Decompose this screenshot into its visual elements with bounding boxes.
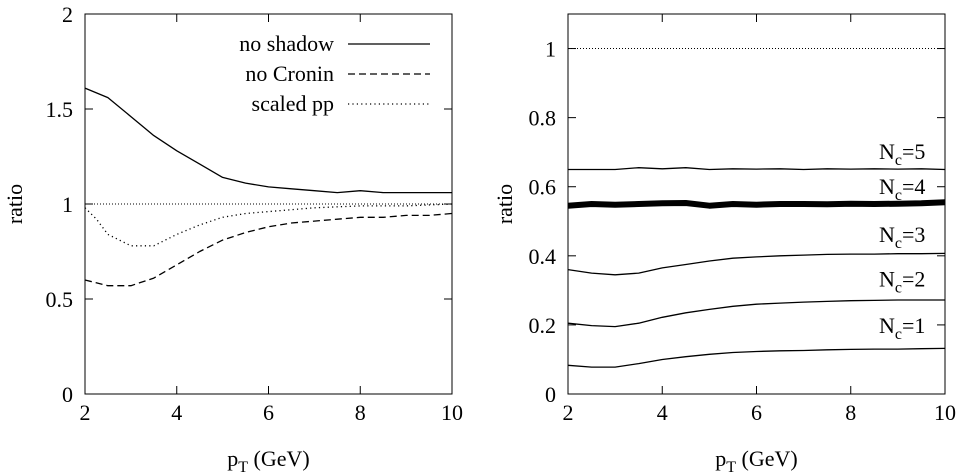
y-axis-label: ratio	[492, 184, 517, 224]
series-label: Nc=2	[879, 266, 925, 296]
y-tick-label: 1.5	[46, 97, 74, 122]
series-label: Nc=3	[879, 222, 925, 252]
series-label-rest: =5	[902, 139, 925, 164]
x-axis-label-main: p	[227, 446, 238, 471]
x-tick-label: 6	[751, 400, 762, 425]
x-tick-label: 2	[563, 400, 574, 425]
series-label-sub: c	[895, 235, 902, 252]
y-tick-label: 0.6	[529, 175, 557, 200]
series-label-sub: c	[895, 326, 902, 343]
y-axis-label: ratio	[2, 184, 27, 224]
y-tick-label: 0	[62, 382, 73, 407]
series-label-sub: c	[895, 279, 902, 296]
x-tick-label: 10	[934, 400, 956, 425]
series-label-rest: =1	[902, 313, 925, 338]
series-label-main: N	[879, 222, 895, 247]
legend-label: no shadow	[239, 31, 334, 56]
series-label-main: N	[879, 313, 895, 338]
y-tick-label: 1	[545, 37, 556, 62]
series-line	[568, 167, 946, 171]
series-label: Nc=5	[879, 139, 925, 169]
x-axis-label: pT (GeV)	[227, 446, 309, 476]
series-label-main: N	[879, 266, 895, 291]
x-tick-label: 6	[263, 400, 274, 425]
legend-label: no Cronin	[245, 61, 334, 86]
x-tick-label: 4	[657, 400, 668, 425]
series-label-main: N	[879, 139, 895, 164]
x-axis-label-unit: (GeV)	[736, 446, 798, 471]
series-label-sub: c	[895, 152, 902, 169]
x-tick-label: 4	[171, 400, 182, 425]
series-line	[84, 87, 452, 194]
series-label: Nc=4	[879, 174, 925, 204]
legend-label: scaled pp	[252, 91, 334, 116]
x-axis-label-sub: T	[238, 459, 248, 476]
series-line	[567, 347, 946, 368]
x-tick-label: 10	[441, 400, 463, 425]
series-label: Nc=1	[879, 313, 925, 343]
x-tick-label: 8	[845, 400, 856, 425]
y-tick-label: 0.8	[529, 106, 557, 131]
left-panel: 2 4 6 8 10 0 0.5 1 1.5 2 ratio pT (GeV) no shadow no …	[2, 2, 463, 476]
series-label-rest: =3	[902, 222, 925, 247]
x-tick-label: 2	[80, 400, 91, 425]
series-label-main: N	[879, 174, 895, 199]
series-line	[567, 252, 946, 276]
y-tick-label: 2	[62, 2, 73, 27]
x-tick-label: 8	[355, 400, 366, 425]
x-axis-label-sub: T	[726, 459, 736, 476]
series-label-rest: =2	[902, 266, 925, 291]
x-axis-label: pT (GeV)	[715, 446, 797, 476]
series-label-sub: c	[895, 187, 902, 204]
y-tick-label: 0.4	[529, 244, 557, 269]
series-line	[84, 203, 453, 247]
y-tick-label: 0	[545, 382, 556, 407]
series-line	[567, 299, 945, 328]
y-tick-label: 0.2	[529, 313, 557, 338]
series-label-rest: =4	[902, 174, 925, 199]
series-line	[567, 199, 946, 209]
series-line	[84, 212, 453, 287]
y-tick-label: 0.5	[46, 287, 74, 312]
y-tick-label: 1	[62, 192, 73, 217]
x-axis-label-main: p	[715, 446, 726, 471]
x-axis-label-unit: (GeV)	[248, 446, 310, 471]
